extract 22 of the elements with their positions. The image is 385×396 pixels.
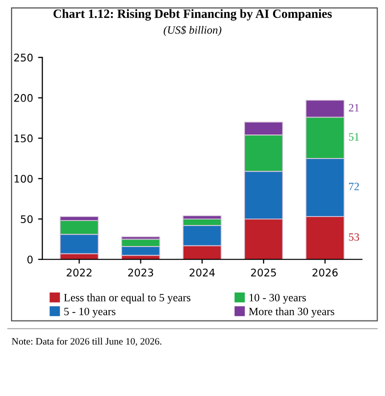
y-tick-label: 50 — [20, 215, 33, 224]
x-tick-label: 2023 — [128, 268, 154, 276]
y-tick-label: 100 — [14, 174, 33, 183]
legend-label: More than 30 years — [248, 307, 334, 318]
y-tick-label: 0 — [27, 256, 33, 264]
chart-subtitle: (US$ billion) — [164, 26, 222, 36]
text: Note: Data for 2026 till June 10, 2026. — [12, 338, 162, 346]
x-tick-label: 2022 — [66, 268, 92, 276]
y-tick-label: 250 — [14, 54, 33, 62]
x-tick-label: 2024 — [190, 268, 215, 276]
x-tick-label: 2026 — [312, 268, 338, 276]
y-tick-label: 200 — [14, 94, 33, 102]
legend-label: 5 - 10 years — [64, 308, 116, 318]
data-label: 21 — [348, 104, 359, 112]
data-label: 51 — [349, 133, 359, 141]
legend-label: Less than or equal to 5 years — [64, 294, 190, 304]
data-label: 53 — [349, 233, 360, 241]
chart-title: Chart 1.12: Rising Debt Financing by AI Companies — [54, 9, 332, 21]
y-tick-label: 150 — [14, 134, 33, 142]
x-tick-label: 2025 — [251, 268, 276, 276]
legend-label: 10 - 30 years — [250, 294, 306, 304]
data-label: 72 — [349, 182, 359, 190]
